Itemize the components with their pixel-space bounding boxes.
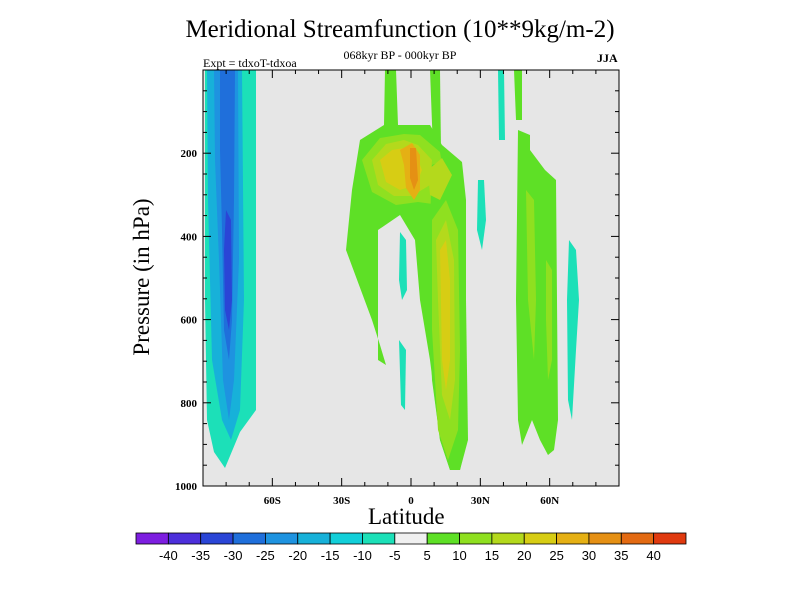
colorbar-swatch — [394, 532, 428, 545]
x-tick-label: 60S — [264, 495, 281, 507]
colorbar-label: 10 — [452, 548, 466, 563]
contour-neg-streak-4 — [567, 240, 579, 420]
colorbar-label: 5 — [424, 548, 431, 563]
chart-title: Meridional Streamfunction (10**9kg/m-2) — [185, 16, 615, 43]
colorbar-label: -15 — [321, 548, 340, 563]
colorbar-swatch — [167, 532, 202, 545]
contour-pos30 — [410, 148, 418, 190]
colorbar-label: 25 — [549, 548, 563, 563]
colorbar-label: 20 — [517, 548, 531, 563]
axes: 60S 30S 0 30N 60N 200 400 600 800 1000 — [175, 69, 620, 507]
contour-pos10-north-cap — [428, 158, 452, 200]
colorbar-swatch — [588, 532, 622, 545]
colorbar-swatch — [491, 532, 525, 545]
contour-field — [205, 70, 579, 470]
contour-neg-30 — [224, 210, 232, 330]
x-tick-label: 30S — [333, 495, 350, 507]
colorbar-label: 15 — [485, 548, 499, 563]
contour-pos5-midlat-top — [514, 70, 522, 120]
x-tick-label: 60N — [540, 495, 559, 507]
colorbar-label: -5 — [389, 548, 401, 563]
y-tick-label: 200 — [181, 148, 198, 160]
colorbar-swatch — [200, 532, 234, 545]
colorbar-label: -35 — [191, 548, 210, 563]
contour-neg-streak-2 — [399, 340, 406, 410]
y-tick-label: 400 — [181, 231, 198, 243]
chart-subtitle: 068kyr BP - 000kyr BP — [343, 48, 457, 62]
experiment-label: Expt = tdxoT-tdxoa — [203, 56, 297, 70]
colorbar-label: 35 — [614, 548, 628, 563]
colorbar-label: -25 — [256, 548, 275, 563]
colorbar-swatch — [426, 532, 460, 545]
contour-neg-streak-5 — [498, 70, 505, 140]
colorbar-label: -20 — [288, 548, 307, 563]
colorbar-label: 30 — [582, 548, 596, 563]
y-tick-label: 1000 — [175, 481, 198, 493]
colorbar-swatch — [232, 532, 266, 545]
contour-neg-streak-3 — [477, 180, 486, 250]
x-axis-label: Latitude — [368, 504, 445, 529]
colorbar-label: -40 — [159, 548, 178, 563]
colorbar-swatch — [620, 532, 655, 545]
colorbar-swatch — [297, 532, 331, 545]
contour-pos20-north — [440, 240, 450, 390]
season-label: JJA — [597, 51, 618, 65]
colorbar-swatch — [556, 532, 590, 545]
colorbar-swatch — [459, 532, 493, 545]
contour-neg-streak-1 — [399, 232, 407, 300]
y-tick-label: 800 — [181, 398, 198, 410]
colorbar-label: -30 — [224, 548, 243, 563]
colorbar-label: 40 — [646, 548, 660, 563]
colorbar-swatch — [362, 532, 396, 545]
colorbar-swatch — [329, 532, 363, 545]
colorbar-label: -10 — [353, 548, 372, 563]
y-tick-label: 600 — [181, 315, 198, 327]
colorbar: -40 -35 -30 -25 -20 -15 -10 -5 5 10 15 20 25 30 35 40 — [135, 532, 687, 563]
contour-pos5-south-b — [430, 70, 441, 150]
colorbar-swatch — [135, 532, 169, 545]
contour-pos10-midlat — [526, 190, 536, 360]
x-tick-label: 0 — [408, 495, 414, 507]
colorbar-swatch — [265, 532, 299, 545]
colorbar-swatch — [523, 532, 557, 545]
colorbar-swatch — [653, 532, 687, 545]
x-tick-label: 30N — [471, 495, 490, 507]
contour-pos10-midlat-b — [546, 260, 552, 380]
